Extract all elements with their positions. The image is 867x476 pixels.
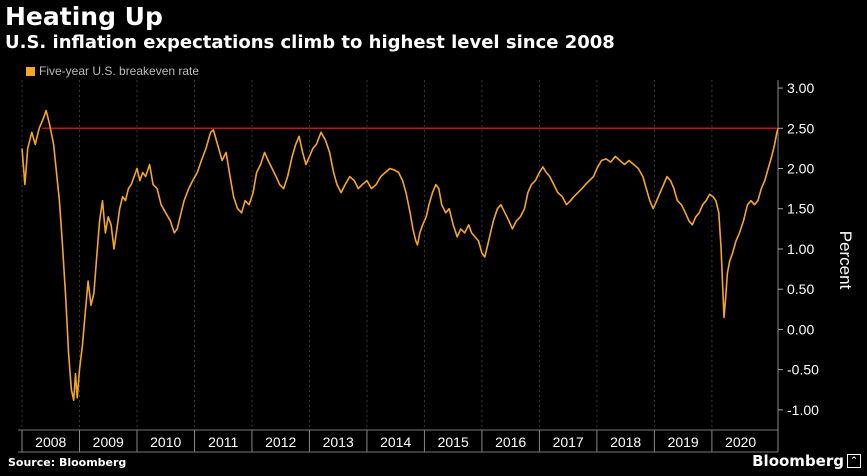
y-tick-label: -1.00 [787, 402, 819, 418]
y-tick-label: 0.00 [787, 321, 814, 337]
x-tick-label: 2020 [725, 434, 756, 450]
y-tick-label: 1.50 [787, 201, 814, 217]
y-tick-label: 1.00 [787, 241, 814, 257]
x-tick-label: 2013 [323, 434, 354, 450]
x-tick-label: 2010 [150, 434, 181, 450]
x-axis: 2008 2009 2010 2011 2012 2013 2014 2015 2016 2017… [18, 80, 779, 453]
chart-subtitle: U.S. inflation expectations climb to hig… [5, 32, 615, 53]
legend-label: Five-year U.S. breakeven rate [39, 64, 200, 78]
source-note: Source: Bloomberg [8, 456, 127, 469]
brand-name: Bloomberg [752, 452, 844, 470]
y-axis: 3.00 2.50 2.00 1.50 1.00 0.50 0.00 -0.50 -1.00 [777, 80, 819, 430]
series-line [21, 109, 779, 402]
x-tick-label: 2011 [208, 434, 238, 450]
y-tick-label: 3.00 [787, 80, 814, 96]
grid-lines [21, 80, 713, 430]
x-tick-label: 2009 [93, 434, 124, 450]
x-tick-label: 2014 [380, 434, 411, 450]
brand-logo: Bloomberg ⌃ [752, 452, 861, 470]
x-tick-label: 2012 [265, 434, 296, 450]
y-tick-label: -0.50 [787, 362, 819, 378]
brand-square-icon: ⌃ [847, 454, 861, 468]
legend-swatch [26, 66, 35, 76]
chart-title: Heating Up [5, 2, 163, 31]
y-tick-label: 0.50 [787, 281, 814, 297]
y-tick-label: 2.50 [787, 120, 814, 136]
x-tick-label: 2018 [610, 434, 641, 450]
x-tick-label: 2015 [438, 434, 469, 450]
x-tick-label: 2019 [668, 434, 699, 450]
x-tick-label: 2017 [553, 434, 584, 450]
x-tick-label: 2016 [495, 434, 526, 450]
y-tick-label: 2.00 [787, 161, 814, 177]
legend: Five-year U.S. breakeven rate [26, 64, 199, 78]
x-tick-label: 2008 [35, 434, 66, 450]
y-axis-label: Percent [836, 231, 855, 290]
